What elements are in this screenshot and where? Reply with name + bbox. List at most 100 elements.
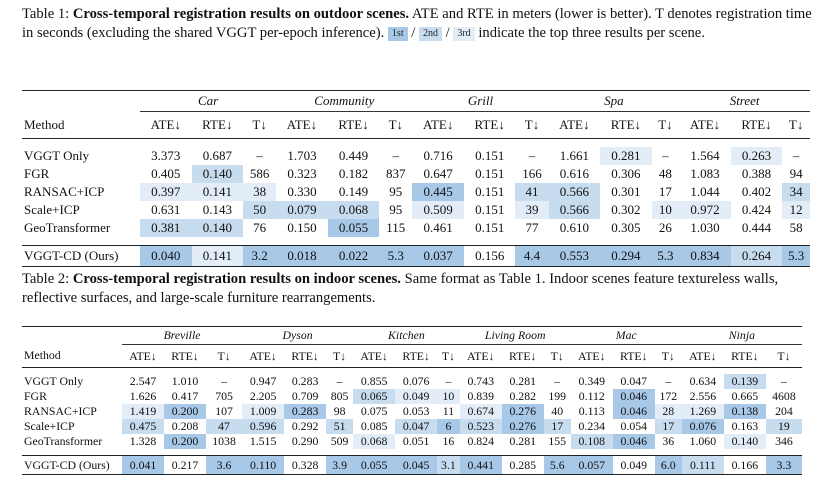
value-cell: 0.839 (467, 389, 494, 403)
value-cell: 0.151 (475, 166, 505, 181)
value-cell: 0.234 (578, 419, 606, 433)
rte-header: RTE↓ (191, 111, 244, 139)
value-cell: 0.046 (612, 404, 655, 419)
table1-label: Table 1: (22, 6, 70, 22)
table1-caption: Table 1: Cross-temporal registration res… (22, 5, 812, 43)
value-cell: – (662, 148, 669, 163)
table1-desc-end: indicate the top three results per scene… (478, 25, 705, 41)
value-cell: 94 (789, 166, 803, 181)
value-cell: 0.328 (284, 455, 327, 475)
value-cell: 0.397 (140, 183, 192, 201)
value-cell: 0.281 (509, 434, 536, 448)
blank-cell (22, 326, 122, 345)
ours-row: VGGT-CD (Ours) 0.041 0.217 3.6 0.110 0.328 3.9… (22, 455, 802, 475)
value-cell: 0.509 (412, 201, 464, 219)
value-cell: 0.553 (548, 245, 601, 267)
value-cell: 5.3 (651, 245, 680, 267)
ate-header: ATE↓ (679, 111, 731, 139)
rte-header: RTE↓ (612, 344, 655, 368)
value-cell: 0.634 (689, 374, 717, 388)
value-cell: 0.306 (611, 166, 641, 181)
value-cell: 1.419 (122, 404, 165, 419)
value-cell: 0.330 (287, 184, 317, 199)
value-cell: 0.523 (459, 419, 502, 434)
value-cell: 1.515 (249, 434, 277, 448)
value-cell: 1.703 (287, 148, 317, 163)
value-cell: 0.388 (741, 166, 772, 181)
table2-title: Cross-temporal registration results on i… (72, 271, 401, 287)
value-cell: 3.9 (326, 455, 354, 475)
spacer-cell (22, 139, 810, 148)
ate-header: ATE↓ (459, 344, 502, 368)
value-cell: 509 (330, 434, 349, 448)
value-cell: 1.083 (690, 166, 720, 181)
scene-header: Spa (548, 90, 680, 112)
value-cell: 0.281 (600, 147, 652, 165)
value-cell: 0.417 (171, 389, 199, 403)
value-cell: – (336, 374, 343, 388)
value-cell: 0.687 (202, 148, 232, 163)
value-cell: 0.156 (463, 245, 516, 267)
value-cell: 4.4 (515, 245, 549, 267)
value-cell: 0.283 (284, 404, 327, 419)
value-cell: 0.445 (412, 183, 464, 201)
value-cell: 0.068 (353, 434, 396, 449)
value-cell: 0.208 (171, 419, 199, 433)
value-cell: 0.166 (723, 455, 766, 475)
value-cell: 0.276 (501, 419, 544, 434)
value-cell: 0.323 (287, 166, 317, 181)
method-name: RANSAC+ICP (24, 184, 105, 199)
value-cell: 0.283 (291, 374, 319, 388)
value-cell: 11 (442, 404, 455, 418)
value-cell: 0.674 (459, 404, 502, 419)
value-cell: 6 (437, 419, 460, 434)
value-cell: 0.053 (402, 404, 430, 418)
value-cell: 0.141 (191, 183, 244, 201)
value-cell: 805 (330, 389, 349, 403)
value-cell: 0.349 (578, 374, 606, 388)
value-cell: 6.0 (654, 455, 682, 475)
time-header: T↓ (437, 344, 460, 368)
value-cell: 0.108 (570, 434, 613, 449)
value-cell: – (780, 374, 787, 388)
value-cell: 0.855 (360, 374, 388, 388)
rte-header: RTE↓ (501, 344, 544, 368)
value-cell: 0.217 (164, 455, 207, 475)
value-cell: 4608 (772, 389, 796, 403)
value-cell: 3.2 (243, 245, 277, 267)
value-cell: 0.076 (402, 374, 430, 388)
value-cell: 0.055 (327, 219, 380, 237)
value-cell: 0.402 (741, 184, 772, 199)
ate-header: ATE↓ (122, 344, 165, 368)
method-header: Method (22, 111, 140, 139)
value-cell: – (256, 148, 263, 163)
value-cell: 0.285 (501, 455, 544, 475)
value-cell: 155 (548, 434, 567, 448)
outdoor-results-table: Car Community Grill Spa Street Method ATE↓ RTE↓… (22, 90, 810, 267)
table-row: Scale+ICP 0.475 0.208 47 0.596 0.292 51 0.085 0.… (22, 419, 802, 434)
value-cell: 2.205 (249, 389, 277, 403)
value-cell: 204 (775, 404, 793, 418)
ate-header: ATE↓ (353, 344, 396, 368)
table2-label: Table 2: (22, 271, 70, 287)
value-cell: 0.709 (291, 389, 319, 403)
time-header: T↓ (515, 111, 549, 139)
value-cell: 0.566 (548, 201, 601, 219)
scene-header: Mac (570, 326, 682, 345)
ours-row: VGGT-CD (Ours) 0.040 0.141 3.2 0.018 0.022 5.3… (22, 245, 810, 267)
value-cell: 1.269 (681, 404, 724, 419)
time-header: T↓ (651, 111, 680, 139)
value-cell: 0.055 (353, 455, 396, 475)
rte-header: RTE↓ (284, 344, 327, 368)
table-row: VGGT Only 2.547 1.010 – 0.947 0.283 – 0.855 0.07… (22, 374, 802, 389)
value-cell: 1.328 (129, 434, 157, 448)
scene-header: Dyson (242, 326, 354, 345)
method-name: RANSAC+ICP (24, 404, 97, 418)
value-cell: 0.065 (353, 389, 396, 404)
value-cell: 0.461 (423, 220, 453, 235)
value-cell: 0.049 (395, 389, 438, 404)
table-row: RANSAC+ICP 0.397 0.141 38 0.330 0.149 95 0.445 0… (22, 183, 810, 201)
value-cell: 0.068 (327, 201, 380, 219)
metric-header-row: Method ATE↓ RTE↓ T↓ ATE↓ RTE↓ T↓ ATE↓ RTE↓ T↓ ATE↓… (22, 344, 802, 368)
value-cell: 58 (789, 220, 803, 235)
